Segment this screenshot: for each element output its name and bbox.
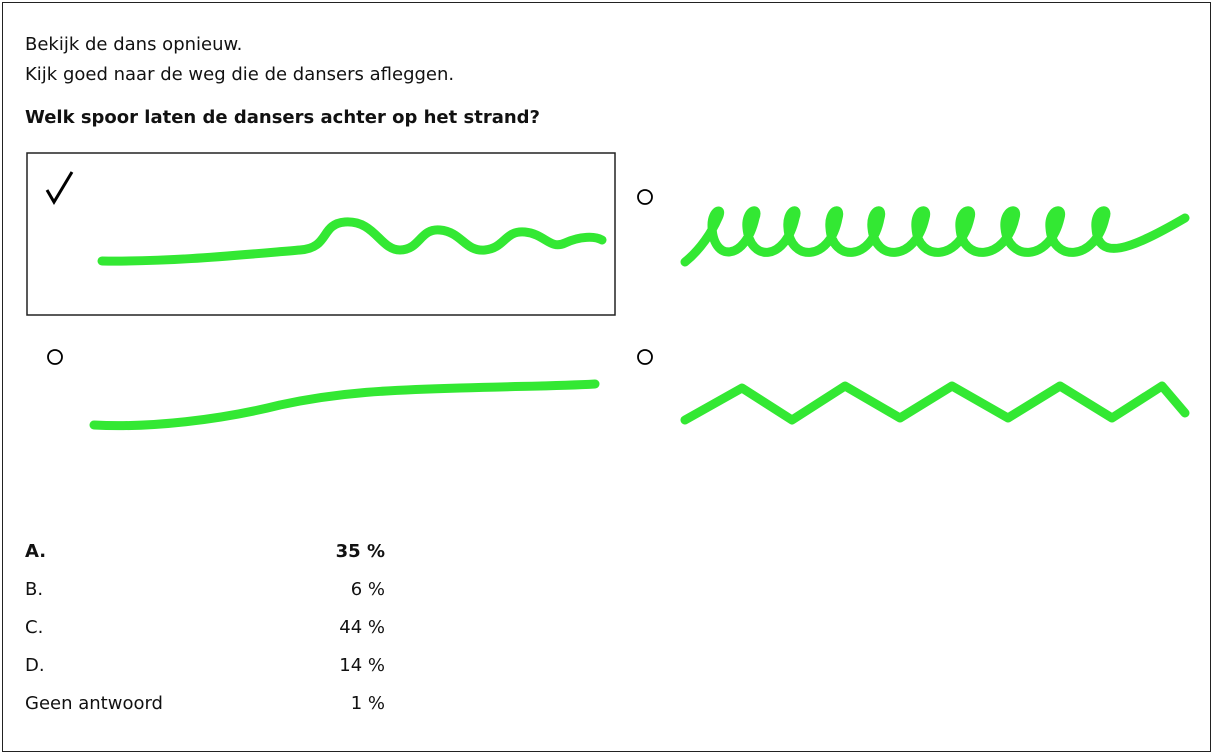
answer-label: C. bbox=[25, 617, 43, 638]
trace-b bbox=[685, 211, 1185, 262]
answer-label: D. bbox=[25, 655, 45, 676]
answer-percentage: 1 % bbox=[351, 693, 385, 714]
radio[interactable] bbox=[48, 350, 62, 364]
answer-label: Geen antwoord bbox=[25, 693, 163, 714]
answer-percentage: 14 % bbox=[339, 655, 385, 676]
options bbox=[0, 0, 1215, 480]
answer-label: A. bbox=[25, 541, 46, 562]
radio[interactable] bbox=[638, 350, 652, 364]
checkmark bbox=[47, 172, 72, 202]
answer-label: B. bbox=[25, 579, 43, 600]
answer-percentage: 44 % bbox=[339, 617, 385, 638]
radio[interactable] bbox=[638, 190, 652, 204]
trace-a bbox=[102, 222, 602, 261]
answer-percentage: 6 % bbox=[351, 579, 385, 600]
page: Bekijk de dans opnieuw. Kijk goed naar d… bbox=[0, 0, 1215, 740]
answer-percentage: 35 % bbox=[336, 541, 385, 562]
trace-c bbox=[94, 384, 595, 426]
trace-d bbox=[685, 386, 1185, 420]
